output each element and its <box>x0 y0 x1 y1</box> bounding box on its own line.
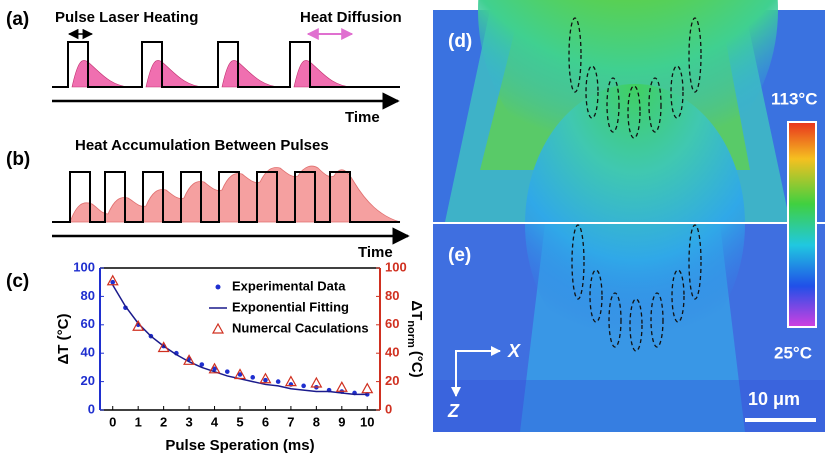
y2-label-part: ΔT <box>408 300 425 320</box>
panel-label: (b) <box>6 149 30 170</box>
pulse-train <box>52 171 400 223</box>
data-point <box>212 366 217 372</box>
panel-b: (b) Heat Accumulation Between Pulses Tim… <box>6 137 410 261</box>
y-tick-label: 60 <box>81 316 95 331</box>
panel-label: (d) <box>448 31 472 52</box>
legend-label: Experimental Data <box>232 278 346 293</box>
annotation: Pulse Laser Heating <box>55 9 198 26</box>
y-tick-label: 40 <box>81 345 95 360</box>
panel-a: (a) Pulse Laser Heating Heat Diffusion T… <box>6 9 402 126</box>
legend-swatch <box>211 322 225 334</box>
y2-tick-label: 80 <box>385 288 399 303</box>
x-tick-label: 1 <box>135 414 142 429</box>
focus-ellipses <box>568 17 702 352</box>
x-tick-label: 2 <box>160 414 167 429</box>
data-point <box>183 354 196 365</box>
x-axis-label: Pulse Speration (ms) <box>165 437 314 454</box>
data-point <box>233 368 247 380</box>
y2-label-part: (°C) <box>408 351 425 378</box>
data-point <box>132 319 145 331</box>
legend-label: Numercal Caculations <box>232 320 369 335</box>
data-point <box>208 362 221 374</box>
y2-label-part: norm <box>405 320 417 348</box>
x-tick-label: 10 <box>360 414 374 429</box>
axis-label: X <box>507 341 521 361</box>
annotation: Heat Diffusion <box>300 9 402 26</box>
legend-swatch <box>215 284 221 290</box>
data-point <box>157 341 170 353</box>
colorbar-label: 25°C <box>774 343 812 362</box>
data-point <box>335 381 348 392</box>
heat-accumulation <box>69 165 401 223</box>
y2-tick-label: 0 <box>385 401 392 416</box>
x-tick-label: 4 <box>211 414 219 429</box>
panel-title: Heat Accumulation Between Pulses <box>75 137 329 154</box>
axis-label: Z <box>447 401 460 421</box>
data-point <box>275 379 281 384</box>
y2-tick-label: 100 <box>385 259 407 274</box>
y2-tick-label: 60 <box>385 316 399 331</box>
data-point <box>310 376 323 388</box>
y-tick-label: 100 <box>73 259 95 274</box>
x-tick-label: 6 <box>262 414 269 429</box>
y-axis-label: ΔT (°C) <box>55 314 72 365</box>
heat-pulses <box>71 60 353 88</box>
data-point <box>106 274 119 286</box>
chart: 0 1 2 3 4 5 6 7 8 9 10020406080100020406080100Puls… <box>55 259 425 454</box>
y2-axis-label: ΔTnorm (°C) <box>405 300 425 377</box>
colorbar <box>787 121 817 328</box>
data-point <box>224 369 230 374</box>
x-tick-label: 7 <box>287 414 294 429</box>
colorbar-label: 113°C <box>771 89 818 108</box>
data-point <box>259 372 272 384</box>
data-point <box>110 279 116 285</box>
data-point <box>237 372 243 377</box>
data-point <box>199 362 205 367</box>
pulse-train <box>52 41 400 88</box>
y-tick-label: 20 <box>81 373 95 388</box>
region <box>433 380 825 432</box>
x-tick-label: 0 <box>109 414 116 429</box>
data-point <box>250 375 256 380</box>
scale-bar-label: 10 μm <box>748 389 800 409</box>
axis-label: Time <box>358 244 393 261</box>
data-point <box>284 375 297 387</box>
data-point <box>361 382 374 394</box>
x-tick-label: 3 <box>185 414 192 429</box>
x-tick-label: 9 <box>338 414 345 429</box>
thermal-images: (d) (e) 113°C 25°C X Z 10 μm <box>433 0 825 432</box>
legend-label: Exponential Fitting <box>232 299 349 314</box>
y-tick-label: 80 <box>81 288 95 303</box>
data-point <box>263 377 268 383</box>
axis-label: Time <box>345 109 380 126</box>
panel-label: (a) <box>6 9 29 30</box>
y2-tick-label: 20 <box>385 373 399 388</box>
x-tick-label: 5 <box>236 414 243 429</box>
panel-label: (e) <box>448 245 471 266</box>
y-tick-label: 0 <box>88 401 95 416</box>
y2-tick-label: 40 <box>385 345 399 360</box>
panel-label: (c) <box>6 271 29 292</box>
data-point <box>301 383 306 389</box>
x-tick-label: 8 <box>313 414 320 429</box>
